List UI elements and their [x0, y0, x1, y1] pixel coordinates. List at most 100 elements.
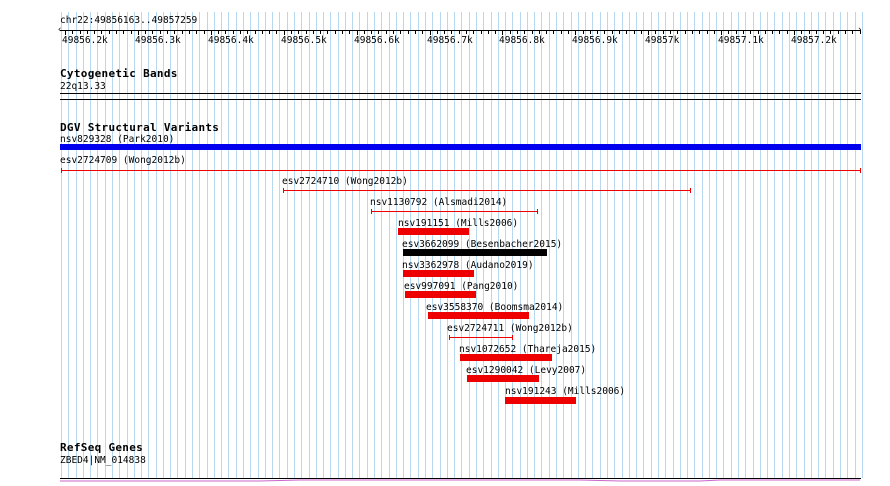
ruler-minor-tick: [677, 31, 678, 34]
ruler-minor-tick: [787, 31, 788, 34]
variant-label[interactable]: esv3662099 (Besenbacher2015): [402, 239, 563, 250]
ruler-minor-tick: [182, 31, 183, 34]
ruler-minor-tick: [779, 31, 780, 34]
ruler-tick-label: 49857.1k: [718, 35, 764, 46]
ruler-minor-tick: [349, 31, 350, 34]
ruler-minor-tick: [247, 31, 248, 34]
ruler-minor-tick: [801, 31, 802, 34]
variant-bar[interactable]: [403, 270, 474, 277]
variant-label[interactable]: esv997091 (Pang2010): [404, 281, 519, 292]
variant-line[interactable]: [283, 190, 690, 191]
ruler-minor-tick: [736, 31, 737, 34]
ruler-minor-tick: [743, 31, 744, 34]
ruler-minor-tick: [714, 31, 715, 34]
variant-label[interactable]: nsv1130792 (Alsmadi2014): [370, 197, 508, 208]
ruler-minor-tick: [758, 31, 759, 34]
ruler-minor-tick: [597, 31, 598, 34]
ruler-minor-tick: [466, 31, 467, 34]
variant-end-cap: [537, 209, 538, 214]
variant-bar[interactable]: [505, 397, 576, 404]
ruler-minor-tick: [306, 31, 307, 34]
ruler-tick: [648, 31, 649, 35]
variant-bar[interactable]: [428, 312, 529, 319]
ruler-minor-tick: [852, 31, 853, 34]
ruler-tick-label: 49856.2k: [62, 35, 108, 46]
ruler-minor-tick: [481, 31, 482, 34]
variant-label[interactable]: nsv191151 (Mills2006): [398, 218, 519, 229]
ruler-tick: [721, 31, 722, 35]
variant-bar[interactable]: [467, 375, 539, 382]
ruler-minor-tick: [663, 31, 664, 34]
ruler-minor-tick: [444, 31, 445, 34]
ruler-minor-tick: [539, 31, 540, 34]
ruler-tick-label: 49856.4k: [208, 35, 254, 46]
variant-label[interactable]: nsv3362978 (Audano2019): [402, 260, 534, 271]
ruler-minor-tick: [590, 31, 591, 34]
ruler-minor-tick: [378, 31, 379, 34]
variant-label[interactable]: esv3558370 (Boomsma2014): [426, 302, 564, 313]
variant-bar[interactable]: [398, 228, 469, 235]
ruler-minor-tick: [320, 31, 321, 34]
ruler-minor-tick: [160, 31, 161, 34]
ruler-tick-label: 49856.9k: [572, 35, 618, 46]
ruler-minor-tick: [422, 31, 423, 34]
ruler-minor-tick: [765, 31, 766, 34]
ruler-minor-tick: [772, 31, 773, 34]
ruler-minor-tick: [619, 31, 620, 34]
variant-bar[interactable]: [405, 291, 476, 298]
ruler-left-arrow-icon: ‹: [57, 25, 63, 35]
refseq-bottom-line: [60, 478, 861, 479]
ruler-minor-tick: [204, 31, 205, 34]
ruler-minor-tick: [604, 31, 605, 34]
variant-end-cap: [860, 168, 861, 173]
refseq-gene-label[interactable]: ZBED4|NM_014838: [60, 455, 146, 466]
ruler-minor-tick: [233, 31, 234, 34]
ruler-minor-tick: [750, 31, 751, 34]
cytoband-label[interactable]: 22q13.33: [60, 81, 106, 92]
variant-end-cap: [449, 335, 450, 340]
variant-label[interactable]: esv2724710 (Wong2012b): [282, 176, 408, 187]
variant-label[interactable]: esv2724709 (Wong2012b): [60, 155, 186, 166]
ruler-minor-tick: [327, 31, 328, 34]
ruler-tick: [357, 31, 358, 35]
variant-bar[interactable]: [403, 249, 547, 256]
ruler-minor-tick: [699, 31, 700, 34]
ruler-minor-tick: [641, 31, 642, 34]
ruler-tick-label: 49857k: [645, 35, 680, 46]
ruler-axis-line: [60, 30, 861, 31]
ruler-minor-tick: [196, 31, 197, 34]
variant-label[interactable]: nsv1072652 (Thareja2015): [459, 344, 597, 355]
ruler-minor-tick: [459, 31, 460, 34]
ruler-minor-tick: [152, 31, 153, 34]
ruler-minor-tick: [860, 31, 861, 34]
ruler-minor-tick: [393, 31, 394, 34]
ruler-minor-tick: [437, 31, 438, 34]
ruler-tick-label: 49856.6k: [354, 35, 400, 46]
ruler-minor-tick: [298, 31, 299, 34]
ruler-minor-tick: [72, 31, 73, 34]
variant-label[interactable]: esv2724711 (Wong2012b): [447, 323, 573, 334]
variant-line[interactable]: [371, 211, 537, 212]
ruler-minor-tick: [313, 31, 314, 34]
ruler-minor-tick: [838, 31, 839, 34]
variant-label[interactable]: esv1290042 (Levy2007): [466, 365, 587, 376]
ruler-tick: [575, 31, 576, 35]
refseq-gene-feature[interactable]: [60, 467, 861, 482]
ruler-tick: [502, 31, 503, 35]
ruler-minor-tick: [123, 31, 124, 34]
variant-bar[interactable]: [60, 144, 861, 150]
ruler-minor-tick: [612, 31, 613, 34]
ruler-tick: [284, 31, 285, 35]
ruler-minor-tick: [488, 31, 489, 34]
variant-bar[interactable]: [460, 354, 552, 361]
ruler-tick: [65, 31, 66, 35]
ruler-minor-tick: [692, 31, 693, 34]
variant-end-cap: [61, 168, 62, 173]
variant-label[interactable]: nsv191243 (Mills2006): [505, 386, 626, 397]
variant-label[interactable]: nsv829328 (Park2010): [60, 134, 175, 145]
variant-line[interactable]: [61, 170, 860, 171]
variant-line[interactable]: [449, 337, 512, 338]
ruler-tick-label: 49856.5k: [281, 35, 327, 46]
ruler-minor-tick: [342, 31, 343, 34]
